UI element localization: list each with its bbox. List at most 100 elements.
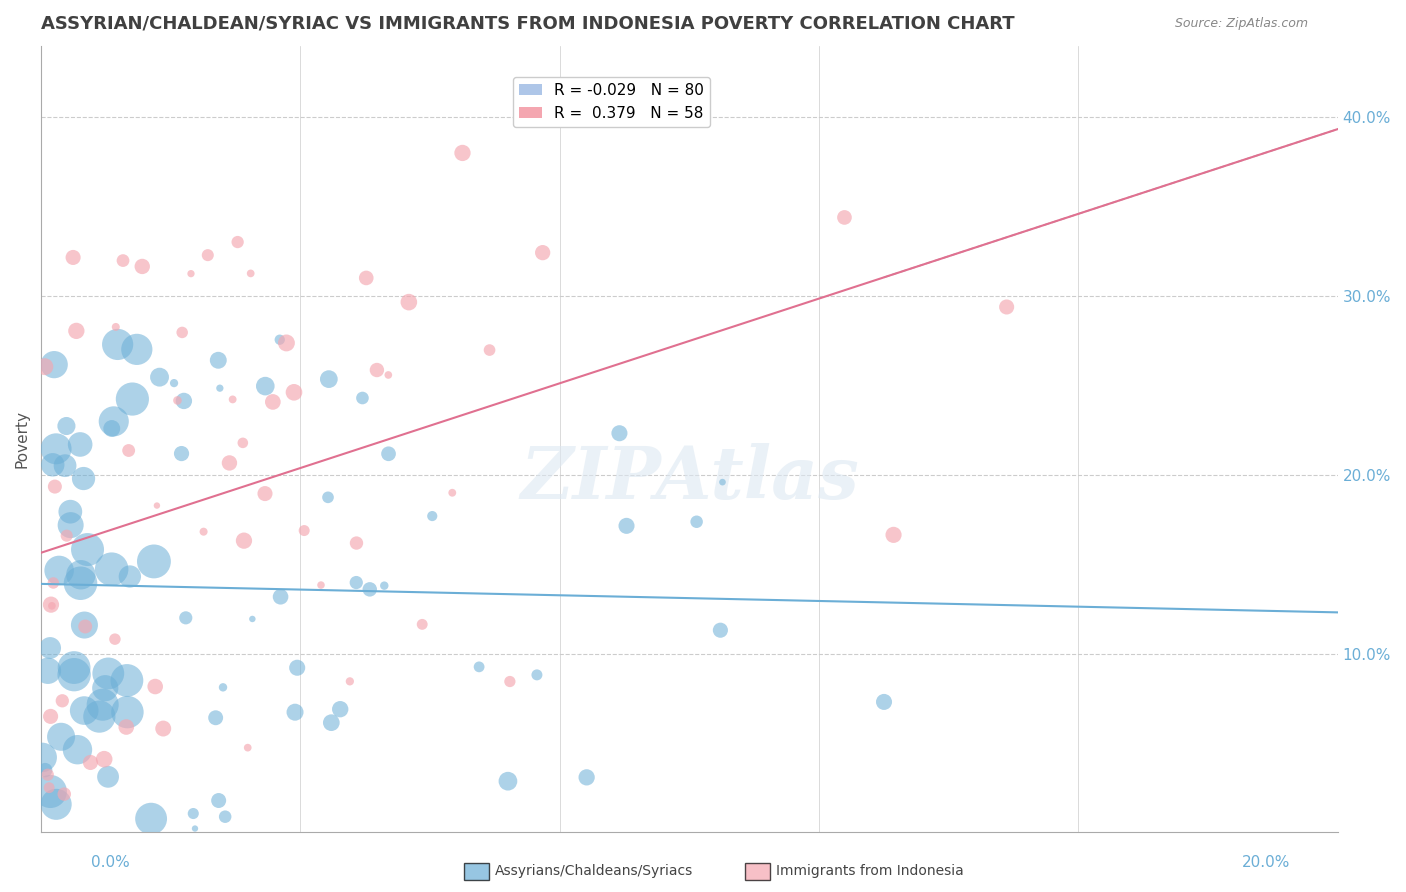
Point	[685, 515, 707, 529]
Point	[103, 414, 125, 428]
Point	[94, 681, 117, 696]
Point	[38, 780, 60, 795]
Point	[339, 674, 361, 689]
Point	[76, 542, 98, 557]
Point	[73, 618, 96, 632]
Point	[111, 253, 134, 268]
Point	[170, 446, 193, 460]
Point	[69, 576, 91, 591]
Point	[292, 524, 315, 538]
Point	[146, 499, 169, 513]
Point	[39, 784, 62, 798]
Point	[63, 660, 86, 674]
Point	[193, 524, 215, 539]
Point	[51, 694, 73, 708]
Point	[883, 528, 905, 542]
Point	[172, 326, 194, 340]
Point	[531, 245, 554, 260]
Point	[34, 359, 56, 374]
Point	[354, 271, 377, 285]
Point	[218, 456, 240, 470]
Point	[344, 575, 367, 590]
Point	[212, 681, 235, 695]
Point	[117, 705, 139, 719]
Point	[42, 458, 65, 472]
Point	[221, 392, 243, 407]
Point	[45, 797, 67, 812]
Point	[352, 391, 374, 405]
Point	[48, 563, 70, 577]
Point	[180, 267, 202, 281]
Point	[377, 447, 399, 461]
Point	[174, 611, 197, 625]
Point	[232, 435, 254, 450]
Legend: R = -0.029   N = 80, R =  0.379   N = 58: R = -0.029 N = 80, R = 0.379 N = 58	[513, 77, 710, 127]
Point	[139, 812, 162, 826]
Point	[39, 598, 62, 612]
Point	[184, 822, 207, 836]
Point	[53, 787, 76, 801]
Point	[121, 392, 143, 406]
Point	[411, 617, 433, 632]
Point	[97, 666, 120, 681]
Point	[709, 624, 731, 638]
Y-axis label: Poverty: Poverty	[15, 410, 30, 468]
Point	[377, 368, 399, 382]
Point	[499, 674, 522, 689]
Text: 20.0%: 20.0%	[1243, 855, 1291, 870]
Point	[104, 632, 127, 647]
Point	[321, 715, 343, 730]
Point	[163, 376, 186, 390]
Point	[451, 145, 474, 160]
Point	[59, 505, 82, 519]
Point	[283, 385, 305, 400]
Point	[441, 485, 464, 500]
Point	[233, 533, 256, 548]
Point	[270, 590, 292, 604]
Point	[152, 722, 174, 736]
Point	[37, 664, 59, 678]
Point	[359, 582, 381, 597]
Point	[44, 358, 66, 372]
Point	[65, 324, 87, 338]
Point	[143, 680, 166, 694]
Point	[66, 742, 89, 756]
Point	[269, 333, 291, 347]
Text: 0.0%: 0.0%	[91, 855, 131, 870]
Point	[373, 579, 395, 593]
Point	[100, 562, 122, 576]
Point	[55, 529, 77, 543]
Point	[873, 695, 896, 709]
Point	[834, 211, 856, 225]
Point	[42, 576, 65, 591]
Point	[79, 756, 101, 770]
Point	[93, 752, 115, 766]
Point	[526, 668, 548, 682]
Point	[53, 458, 76, 473]
Point	[207, 353, 229, 368]
Point	[226, 235, 249, 249]
Point	[616, 519, 638, 533]
Point	[72, 471, 94, 485]
Point	[69, 437, 91, 451]
Point	[309, 578, 332, 592]
Text: Assyrians/Chaldeans/Syriacs: Assyrians/Chaldeans/Syriacs	[495, 864, 693, 878]
Point	[318, 372, 340, 386]
Point	[276, 335, 298, 350]
Point	[70, 567, 93, 582]
Point	[239, 267, 262, 281]
Point	[173, 393, 195, 408]
Point	[39, 709, 62, 723]
Point	[711, 475, 734, 490]
Text: ASSYRIAN/CHALDEAN/SYRIAC VS IMMIGRANTS FROM INDONESIA POVERTY CORRELATION CHART: ASSYRIAN/CHALDEAN/SYRIAC VS IMMIGRANTS F…	[41, 15, 1015, 33]
Point	[478, 343, 501, 357]
Point	[148, 370, 170, 384]
Point	[62, 251, 84, 265]
Point	[285, 661, 308, 675]
Point	[63, 667, 86, 681]
Text: Source: ZipAtlas.com: Source: ZipAtlas.com	[1174, 17, 1308, 29]
Point	[284, 705, 307, 719]
Point	[118, 569, 141, 583]
Point	[39, 640, 62, 655]
Point	[91, 698, 114, 712]
